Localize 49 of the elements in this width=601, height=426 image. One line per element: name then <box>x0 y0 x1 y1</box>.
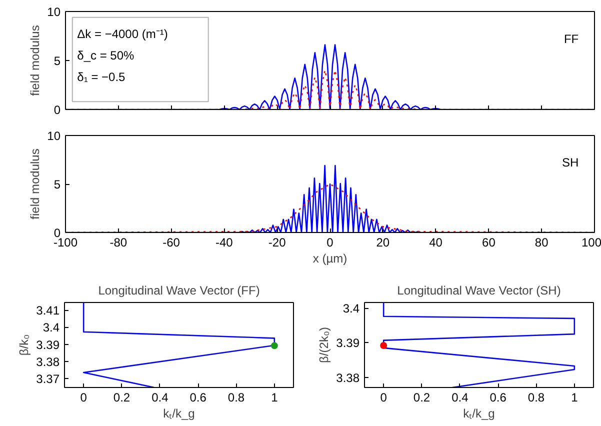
x-tick-label: -40 <box>216 236 234 250</box>
y-tick-label: 3.39 <box>336 336 360 350</box>
x-tick-label: 60 <box>482 236 496 250</box>
x-tick-label: 0.6 <box>490 390 507 404</box>
x-tick-label: 0.8 <box>528 390 545 404</box>
x-tick-label: 0.4 <box>452 390 469 404</box>
y-axis-title: field modulus <box>28 25 42 96</box>
y-tick-label: 3.4 <box>342 302 360 316</box>
x-tick-label: 0 <box>80 390 88 404</box>
annotation: δ₁ = −0.5 <box>77 70 126 84</box>
annotation: FF <box>564 32 579 46</box>
y-tick-label: 3.39 <box>36 338 60 352</box>
y-tick-label: 5 <box>54 54 61 68</box>
chart-title: Longitudinal Wave Vector (FF) <box>98 284 260 298</box>
x-axis-title: x (µm) <box>312 252 348 266</box>
x-tick-label: 0 <box>380 390 388 404</box>
annotation: δ_c = 50% <box>77 48 135 62</box>
x-tick-label: 0.4 <box>152 390 169 404</box>
x-tick-label: 1 <box>271 390 278 404</box>
y-tick-label: 10 <box>47 129 61 143</box>
x-tick-label: 0.2 <box>113 390 130 404</box>
y-tick-label: 3.38 <box>336 370 360 385</box>
y-tick-label: 5 <box>54 178 61 192</box>
x-tick-label: 80 <box>534 236 549 250</box>
x-axis-title: kₜ/k_g <box>163 406 195 420</box>
x-tick-label: 100 <box>581 236 601 250</box>
y-tick-label: 3.41 <box>36 304 60 318</box>
x-tick-label: 0.2 <box>413 390 430 404</box>
x-axis-title: kₜ/k_g <box>463 406 495 420</box>
x-tick-label: 0.8 <box>228 390 245 404</box>
x-tick-label: 0 <box>326 236 334 250</box>
y-axis-title: β/k₀ <box>17 334 32 356</box>
y-tick-label: 3.37 <box>36 372 60 386</box>
annotation: Δk = −4000 (m⁻¹) <box>77 26 168 41</box>
x-tick-label: 0.6 <box>190 390 207 404</box>
y-tick-label: 3.4 <box>42 320 60 335</box>
y-tick-label: 0 <box>54 103 61 117</box>
x-tick-label: -60 <box>162 236 180 250</box>
y-tick-label: 10 <box>47 5 61 19</box>
x-tick-label: 20 <box>376 236 390 250</box>
x-tick-label: -20 <box>268 236 286 250</box>
chart-title: Longitudinal Wave Vector (SH) <box>397 284 561 298</box>
x-tick-label: -80 <box>110 236 128 250</box>
y-tick-label: 3.38 <box>36 354 60 369</box>
y-axis-title: β/(2k₀) <box>317 327 332 363</box>
x-tick-label: 1 <box>571 390 578 404</box>
annotation: SH <box>562 155 579 170</box>
y-axis-title: field modulus <box>28 148 42 220</box>
x-tick-label: 40 <box>429 236 443 250</box>
